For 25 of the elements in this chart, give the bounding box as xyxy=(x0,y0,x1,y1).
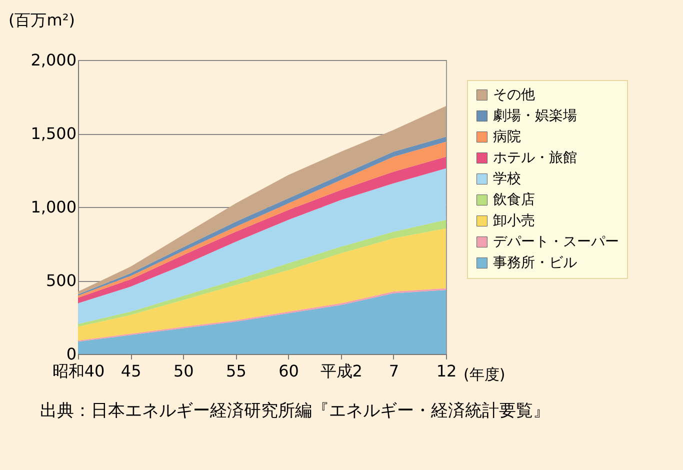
legend-label: その他 xyxy=(493,87,535,103)
x-tick-label: 7 xyxy=(388,362,400,380)
x-tick-label: 60 xyxy=(278,362,299,380)
x-tick-label: 平成2 xyxy=(320,362,362,380)
y-tick-label: 500 xyxy=(46,271,76,290)
legend-label: 学校 xyxy=(493,171,521,187)
legend-label: 卸小売 xyxy=(493,213,535,229)
legend-label: ホテル・旅館 xyxy=(493,150,577,166)
y-tick-label: 1,000 xyxy=(30,198,76,216)
y-tick-label: 0 xyxy=(66,344,76,364)
x-tick-label: 昭和40 xyxy=(52,362,105,380)
x-tick-label: 45 xyxy=(120,362,142,380)
x-tick-label: 55 xyxy=(226,362,246,380)
y-axis-title: (百万m²) xyxy=(8,10,75,30)
x-axis-title: (年度) xyxy=(464,366,506,384)
legend-label: デパート・スーパー xyxy=(493,234,619,250)
legend-label: 飲食店 xyxy=(493,192,535,208)
x-tick-label: 50 xyxy=(173,362,194,380)
legend-label: 劇場・娯楽場 xyxy=(493,108,577,124)
y-tick-label: 1,500 xyxy=(30,124,76,143)
y-tick-label: 2,000 xyxy=(30,50,76,70)
source-note: 出典：日本エネルギー経済研究所編『エネルギー・経済統計要覧』 xyxy=(40,400,551,422)
legend-label: 病院 xyxy=(493,129,521,145)
x-tick-label: 12 xyxy=(436,362,457,380)
legend-label: 事務所・ビル xyxy=(493,255,577,271)
